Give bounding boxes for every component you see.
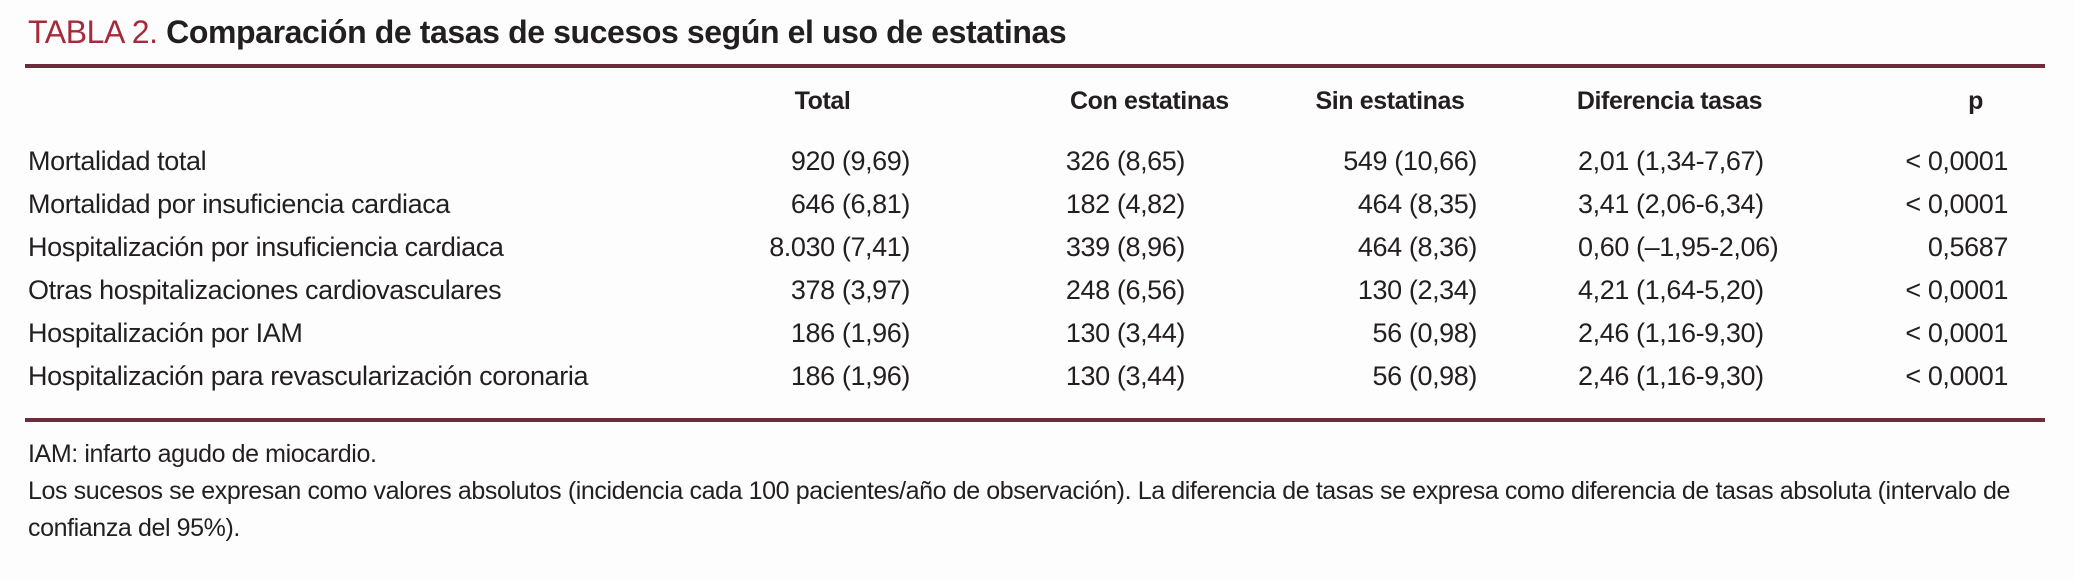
row-value: < 0,0001 xyxy=(1905,275,2008,305)
row-value: 464 (8,35) xyxy=(1357,189,1477,219)
table-row: Hospitalización por insuficiencia cardia… xyxy=(25,226,2045,269)
row-value: 8.030 (7,41) xyxy=(769,232,910,262)
row-value: < 0,0001 xyxy=(1905,318,2008,348)
table-row: Hospitalización para revascularización c… xyxy=(25,355,2045,398)
row-value: 339 (8,96) xyxy=(1065,232,1185,262)
row-label: Mortalidad por insuficiencia cardiaca xyxy=(28,189,450,219)
row-value: 248 (6,56) xyxy=(1065,275,1185,305)
row-label: Hospitalización por IAM xyxy=(28,318,303,348)
header-p-value: p xyxy=(1968,86,1983,115)
row-value: 56 (0,98) xyxy=(1372,361,1478,391)
header-empty xyxy=(25,68,680,134)
row-label: Hospitalización para revascularización c… xyxy=(28,361,589,391)
row-value: 130 (3,44) xyxy=(1065,361,1185,391)
row-value: 186 (1,96) xyxy=(790,318,910,348)
row-value: 378 (3,97) xyxy=(790,275,910,305)
bottom-rule xyxy=(25,418,2045,422)
row-value: 56 (0,98) xyxy=(1372,318,1478,348)
row-value: 2,46 (1,16-9,30) xyxy=(1578,318,1764,348)
row-value: 2,01 (1,34-7,67) xyxy=(1578,146,1764,176)
row-value: 0,60 (–1,95-2,06) xyxy=(1578,232,1779,262)
table-header: Total Con estatinas Sin estatinas Difere… xyxy=(25,68,2045,134)
row-label: Mortalidad total xyxy=(28,146,207,176)
table-page: TABLA 2. Comparación de tasas de sucesos… xyxy=(25,14,2050,547)
row-value: < 0,0001 xyxy=(1905,189,2008,219)
table-body: Mortalidad total 920 (9,69) 326 (8,65) 549 … xyxy=(25,134,2045,398)
row-value: 464 (8,36) xyxy=(1357,232,1477,262)
header-con-estatinas: Con estatinas xyxy=(1070,86,1229,115)
table-row: Otras hospitalizaciones cardiovasculares… xyxy=(25,269,2045,312)
row-value: < 0,0001 xyxy=(1905,361,2008,391)
row-value: 0,5687 xyxy=(1927,232,2009,262)
row-value: 326 (8,65) xyxy=(1065,146,1185,176)
row-value: 3,41 (2,06-6,34) xyxy=(1578,189,1764,219)
table-number-label: TABLA 2. xyxy=(28,14,158,50)
header-diferencia-tasas: Diferencia tasas xyxy=(1576,86,1763,115)
row-label: Otras hospitalizaciones cardiovasculares xyxy=(28,275,502,305)
row-label: Hospitalización por insuficiencia cardia… xyxy=(28,232,504,262)
row-value: 182 (4,82) xyxy=(1065,189,1185,219)
row-value: 130 (3,44) xyxy=(1065,318,1185,348)
footnote-abbreviation: IAM: infarto agudo de miocardio. xyxy=(28,440,377,468)
header-total: Total xyxy=(794,86,851,115)
row-value: 646 (6,81) xyxy=(790,189,910,219)
row-value: 920 (9,69) xyxy=(790,146,910,176)
top-rule xyxy=(25,64,2045,68)
row-value: < 0,0001 xyxy=(1905,146,2008,176)
table-row: Mortalidad por insuficiencia cardiaca 646… xyxy=(25,183,2045,226)
row-value: 186 (1,96) xyxy=(790,361,910,391)
row-value: 4,21 (1,64-5,20) xyxy=(1578,275,1764,305)
table-row: Hospitalización por IAM 186 (1,96) 130 (3,… xyxy=(25,312,2045,355)
row-value: 130 (2,34) xyxy=(1357,275,1477,305)
header-row: Total Con estatinas Sin estatinas Difere… xyxy=(25,68,2045,134)
footnotes: IAM: infarto agudo de miocardio. Los suc… xyxy=(28,436,2048,547)
header-sin-estatinas: Sin estatinas xyxy=(1315,86,1465,115)
footnote-methods: Los sucesos se expresan como valores abs… xyxy=(28,477,2010,542)
table-row: Mortalidad total 920 (9,69) 326 (8,65) 549 … xyxy=(25,134,2045,183)
statistics-table: Total Con estatinas Sin estatinas Difere… xyxy=(25,68,2045,398)
table-title-text: Comparación de tasas de sucesos según el… xyxy=(166,14,1067,50)
table-title: TABLA 2. Comparación de tasas de sucesos… xyxy=(28,14,2050,51)
row-value: 549 (10,66) xyxy=(1343,146,1477,176)
row-value: 2,46 (1,16-9,30) xyxy=(1578,361,1764,391)
